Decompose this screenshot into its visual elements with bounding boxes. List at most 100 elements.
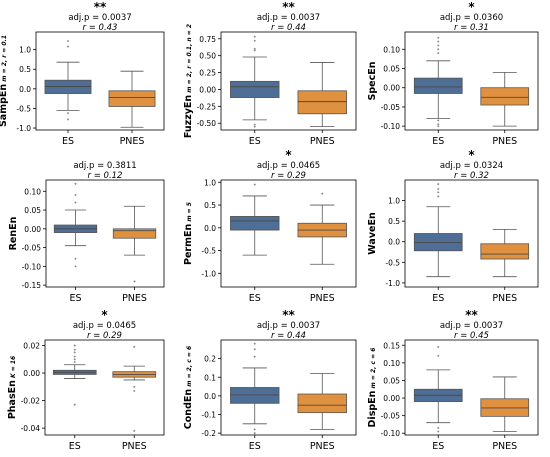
x-tick-label: PNES [492,136,517,147]
y-axis-label-name: FuzzyEn [183,95,194,139]
pvalue-label: adj.p = 0.0465 [257,161,320,171]
pvalue-label: adj.p = 0.3811 [73,161,136,171]
y-tick-label: -0.1 [201,411,216,420]
y-axis-label-params: m = 2, c = 6 [370,348,377,391]
x-tick-label: PNES [310,136,335,147]
outlier-point [437,51,440,55]
x-tick-label: ES [249,441,261,452]
outlier-point [74,182,77,185]
y-tick-label: 0.05 [383,65,400,74]
y-axis-label-name: PermEn [183,224,194,265]
iqr-box [297,393,347,414]
significance-stars: * [101,308,108,322]
outlier-point [133,429,136,433]
y-tick-label: -0.02 [21,397,41,406]
effect-size-label: r = 0.45 [454,331,489,341]
y-axis-label-name: PhasEn [7,380,18,419]
y-axis-label-name: DispEn [367,390,378,427]
pvalue-label: adj.p = 0.0465 [73,321,136,331]
y-axis-label-params: m = 2, c = 6 [186,346,193,389]
effect-size-label: r = 0.12 [88,171,123,181]
outlier-point [73,403,76,406]
y-tick-label: -0.50 [197,119,217,128]
x-tick-label: PNES [492,441,517,452]
outlier-point [437,426,440,430]
y-tick-label: 0.1 [204,373,216,382]
outlier-point [253,35,256,38]
axes-frame [35,31,165,131]
iqr-box [108,90,156,107]
outlier-point [253,355,256,358]
y-tick-label: 0.05 [24,206,41,215]
y-tick-label: 0.05 [383,376,400,385]
x-tick-label: ES [62,136,74,147]
y-tick-label: 0.50 [199,52,216,61]
iqr-box [480,243,530,260]
axes-frame [404,179,539,288]
x-tick-label: PNES [122,293,147,304]
y-tick-label: -0.5 [385,258,400,267]
effect-size-label: r = 0.29 [271,171,306,181]
outlier-point [437,187,440,191]
significance-stars: * [468,0,475,14]
iqr-box [230,387,280,404]
outlier-point [133,385,136,389]
y-axis-label-params: K = 16 [10,356,17,380]
axes-frame [220,339,357,436]
y-tick-label: -0.10 [381,122,401,131]
y-axis-label-params: m = 5 [186,202,193,224]
outlier-point [133,280,136,283]
axes-frame [404,339,539,436]
box-pnes [480,376,530,432]
x-tick-label: ES [432,293,444,304]
outlier-point [437,119,440,122]
y-tick-label: 0.00 [24,225,41,234]
axes-frame [45,179,165,288]
y-tick-label: -0.25 [197,102,217,111]
y-tick-label: 0.02 [23,342,40,351]
effect-size-label: r = 0.29 [87,331,122,341]
significance-stars: ** [282,0,295,14]
y-tick-label: -0.15 [22,281,42,290]
y-tick-label: -0.04 [21,424,41,433]
iqr-box [112,228,157,239]
outlier-point [66,45,70,48]
outlier-point [253,123,256,126]
y-tick-label: 0.0 [204,392,216,401]
effect-size-label: r = 0.44 [271,331,306,341]
x-tick-label: PNES [120,136,145,147]
outlier-point [437,191,440,194]
x-tick-label: PNES [492,293,517,304]
x-tick-label: PNES [310,441,335,452]
outlier-point [253,125,256,128]
pvalue-label: adj.p = 0.0037 [440,321,503,331]
outlier-point [437,345,440,349]
outlier-point [73,344,76,347]
outlier-point [437,36,440,39]
y-tick-label: 0.2 [204,355,216,364]
x-tick-label: ES [249,293,261,304]
axes-frame [220,179,357,288]
y-axis-label: DispEn m = 2, c = 6 [367,348,378,428]
y-tick-label: -1.0 [16,124,31,133]
y-tick-label: 0.75 [199,35,216,44]
y-axis-label: CondEn m = 2, c = 6 [183,346,194,429]
iqr-box [480,87,530,106]
pvalue-label: adj.p = 0.0037 [68,13,131,23]
outlier-point [321,192,324,195]
box-pnes [112,345,157,433]
outlier-point [437,48,440,51]
box-es [230,183,280,256]
y-axis-label-name: WaveEn [367,212,378,255]
box-es [230,342,280,435]
significance-stars: * [285,148,292,162]
pvalue-label: adj.p = 0.0360 [440,13,503,23]
y-axis-label: SampEn m = 2, r = 0.1 [0,35,9,127]
y-tick-label: 1.0 [19,46,31,55]
y-axis-label-name: SpecEn [367,61,378,100]
y-tick-label: 0.0 [204,224,216,233]
outlier-point [437,124,440,128]
